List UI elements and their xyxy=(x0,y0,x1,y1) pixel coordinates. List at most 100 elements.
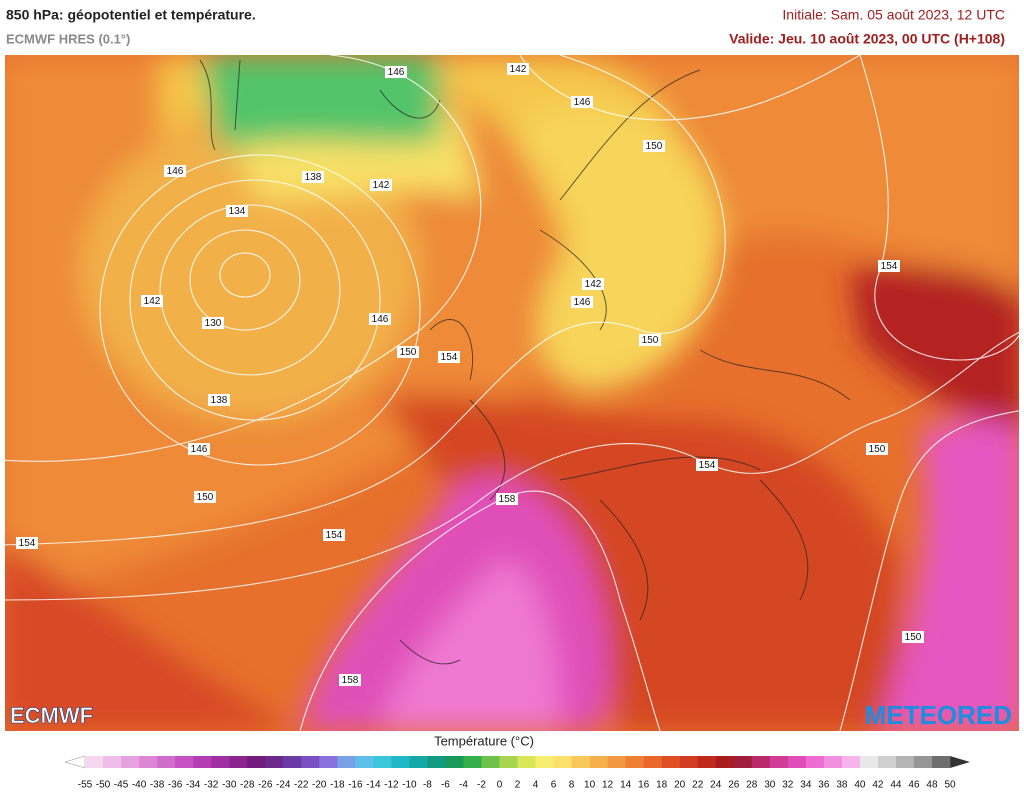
contour-label: 150 xyxy=(400,347,417,358)
legend-tick-label: -38 xyxy=(150,780,165,791)
contour-label: 146 xyxy=(372,314,389,325)
contour-label: 146 xyxy=(191,444,208,455)
legend-tick-label: -4 xyxy=(459,780,468,791)
legend-swatch xyxy=(85,756,104,768)
contour-label-box xyxy=(141,295,163,307)
legend-swatch xyxy=(805,756,825,768)
legend-tick-label: 12 xyxy=(602,780,614,791)
map xyxy=(5,55,1019,731)
contour-label-box xyxy=(369,313,391,325)
contour-label: 138 xyxy=(305,172,322,183)
legend-tick-label: -45 xyxy=(114,780,129,791)
legend-tick-label: -12 xyxy=(384,780,399,791)
contour-label: 154 xyxy=(326,530,343,541)
legend-swatch xyxy=(499,756,518,768)
legend-tick-label: 28 xyxy=(746,780,758,791)
legend-swatch xyxy=(553,756,572,768)
legend-swatch xyxy=(931,756,951,768)
logo-ecmwf: ECMWF xyxy=(10,703,93,728)
legend-swatch xyxy=(427,756,446,768)
valid-time: Valide: Jeu. 10 août 2023, 00 UTC (H+108… xyxy=(729,31,1005,47)
contour-label-box xyxy=(323,529,345,541)
legend-swatch xyxy=(625,756,644,768)
legend-swatch xyxy=(319,756,338,768)
legend-tick-label: -10 xyxy=(402,780,417,791)
contour-label: 150 xyxy=(642,335,659,346)
legend-tick-label: 38 xyxy=(836,780,848,791)
legend-tick-label: -2 xyxy=(477,780,486,791)
legend-title: Température (°C) xyxy=(434,733,534,748)
legend-tick-label: 42 xyxy=(872,780,884,791)
legend-swatch xyxy=(265,756,284,768)
contour-label: 150 xyxy=(197,492,214,503)
legend-swatch xyxy=(823,756,843,768)
contour-label-box xyxy=(164,165,186,177)
contour-label-box xyxy=(866,443,888,455)
legend-swatch xyxy=(877,756,897,768)
logo-meteored: METEORED xyxy=(865,700,1012,730)
legend-swatch xyxy=(661,756,680,768)
contour-label-box xyxy=(194,491,216,503)
legend-tick-label: -26 xyxy=(258,780,273,791)
legend-swatch xyxy=(247,756,266,768)
contour-label-box xyxy=(643,140,665,152)
legend-tick-label: -30 xyxy=(222,780,237,791)
legend-swatch xyxy=(733,756,753,768)
contour-label-box xyxy=(696,459,718,471)
legend-tick-label: 4 xyxy=(533,780,539,791)
contour-label: 154 xyxy=(19,538,36,549)
legend-swatch xyxy=(895,756,915,768)
contour-label-box xyxy=(397,346,419,358)
legend-tick-label: -55 xyxy=(78,780,93,791)
model: ECMWF HRES (0.1°) xyxy=(6,31,130,46)
contour-label: 158 xyxy=(342,675,359,686)
legend-tick-label: 10 xyxy=(584,780,596,791)
legend-tick-label: -40 xyxy=(132,780,147,791)
legend-swatch xyxy=(355,756,374,768)
contour-label-box xyxy=(16,537,38,549)
legend-tick-label: 2 xyxy=(515,780,521,791)
contour-label-box xyxy=(202,317,224,329)
legend-tick-label: -50 xyxy=(96,780,111,791)
legend-tick-label: 30 xyxy=(764,780,776,791)
legend-swatch xyxy=(445,756,464,768)
legend-tick-label: 22 xyxy=(692,780,704,791)
contour-label: 134 xyxy=(229,206,246,217)
legend-tick-label: -16 xyxy=(348,780,363,791)
contour-label-box xyxy=(878,260,900,272)
legend-swatch xyxy=(157,756,176,768)
legend-tick-label: 6 xyxy=(551,780,557,791)
legend-tick-label: 36 xyxy=(818,780,830,791)
legend-tick-label: -8 xyxy=(423,780,432,791)
legend-arrow-low xyxy=(64,755,86,769)
contour-label: 146 xyxy=(574,297,591,308)
legend-tick-label: 34 xyxy=(800,780,812,791)
contour-label: 146 xyxy=(574,97,591,108)
contour-label: 158 xyxy=(499,494,516,505)
legend-swatch xyxy=(679,756,699,768)
legend-tick-label: 44 xyxy=(890,780,902,791)
legend-swatch xyxy=(715,756,735,768)
legend-swatch xyxy=(787,756,807,768)
legend-tick-label: -36 xyxy=(168,780,183,791)
contour-label: 142 xyxy=(144,296,161,307)
contour-label: 142 xyxy=(585,279,602,290)
initial-time: Initiale: Sam. 05 août 2023, 12 UTC xyxy=(782,7,1005,23)
legend-swatch xyxy=(337,756,356,768)
legend-tick-label: 0 xyxy=(497,780,503,791)
legend-swatch xyxy=(283,756,302,768)
legend-swatch xyxy=(859,756,879,768)
contour-label: 146 xyxy=(167,166,184,177)
legend-arrow-high xyxy=(950,756,970,768)
legend-tick-label: 46 xyxy=(908,780,920,791)
contour-label-box xyxy=(571,296,593,308)
legend-tick-label: -18 xyxy=(330,780,345,791)
legend-swatch xyxy=(301,756,320,768)
legend-swatch xyxy=(391,756,410,768)
contour-label-box xyxy=(385,66,407,78)
contour-label-box xyxy=(571,96,593,108)
legend-tick-label: 50 xyxy=(944,780,956,791)
legend-tick-label: 26 xyxy=(728,780,740,791)
contour-label-box xyxy=(208,394,230,406)
legend-swatch xyxy=(463,756,482,768)
